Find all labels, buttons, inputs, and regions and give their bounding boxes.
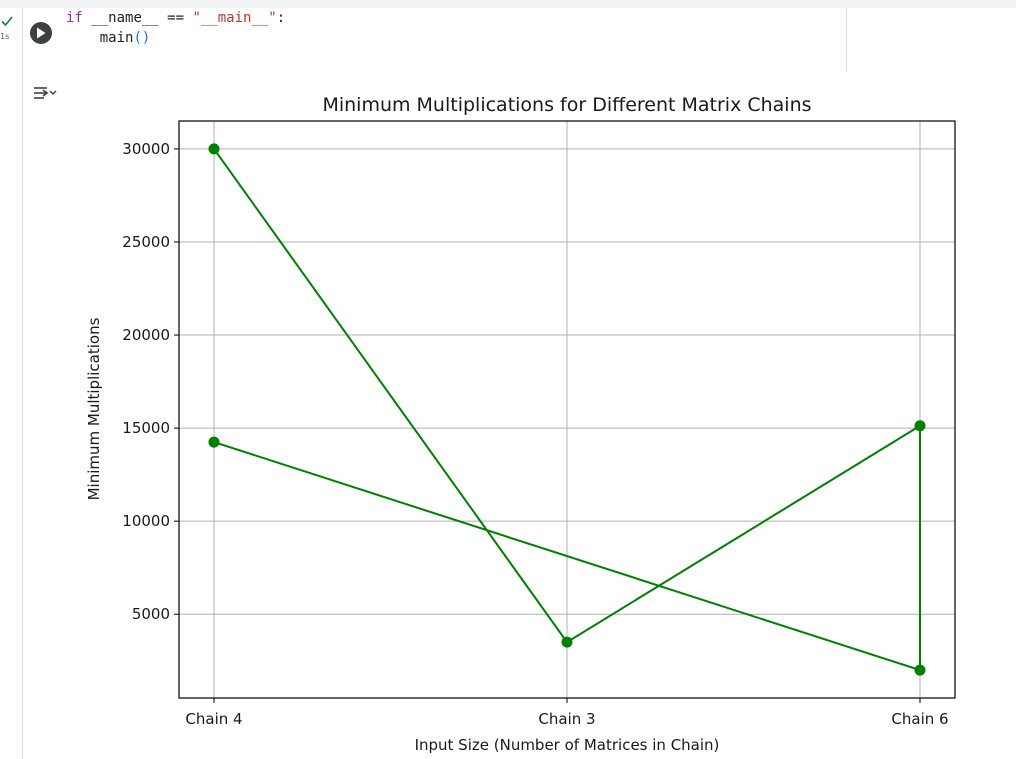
y-axis-label: Minimum Multiplications [85,317,103,500]
code-token: "__main__" [192,10,277,26]
cell-gutter [0,8,22,759]
check-icon [1,16,13,27]
x-tick-label: Chain 6 [891,710,948,728]
code-line: main() [66,28,846,48]
output-toggle-icon[interactable] [32,83,58,103]
cell-divider [22,8,23,759]
data-point [561,636,573,648]
cell-toolbar-area [846,8,1016,72]
play-icon [37,27,46,39]
data-point [914,420,926,432]
code-token: () [133,30,151,46]
y-tick-label: 20000 [122,326,170,344]
run-cell-button[interactable] [30,22,52,44]
code-token: if [66,10,92,26]
data-point [208,436,220,448]
code-editor[interactable]: if __name__ == "__main__": main() [66,8,846,72]
notebook-top-bar [0,0,1016,8]
x-axis-label: Input Size (Number of Matrices in Chain) [415,736,720,754]
data-point [208,143,220,155]
code-token: __name__ == [91,10,193,26]
x-tick-label: Chain 3 [538,710,595,728]
x-tick-label: Chain 4 [185,710,242,728]
y-tick-label: 15000 [122,419,170,437]
data-point [914,664,926,676]
chart-title: Minimum Multiplications for Different Ma… [322,94,811,116]
line-chart: Minimum Multiplications for Different Ma… [85,94,956,754]
y-tick-label: 10000 [122,512,170,530]
code-line: if __name__ == "__main__": [66,8,846,28]
code-token: : [276,10,286,26]
y-tick-label: 30000 [122,140,170,158]
code-token: main [66,30,134,46]
execution-time: 1s [0,32,10,41]
y-tick-label: 25000 [122,233,170,251]
y-tick-label: 5000 [132,605,170,623]
